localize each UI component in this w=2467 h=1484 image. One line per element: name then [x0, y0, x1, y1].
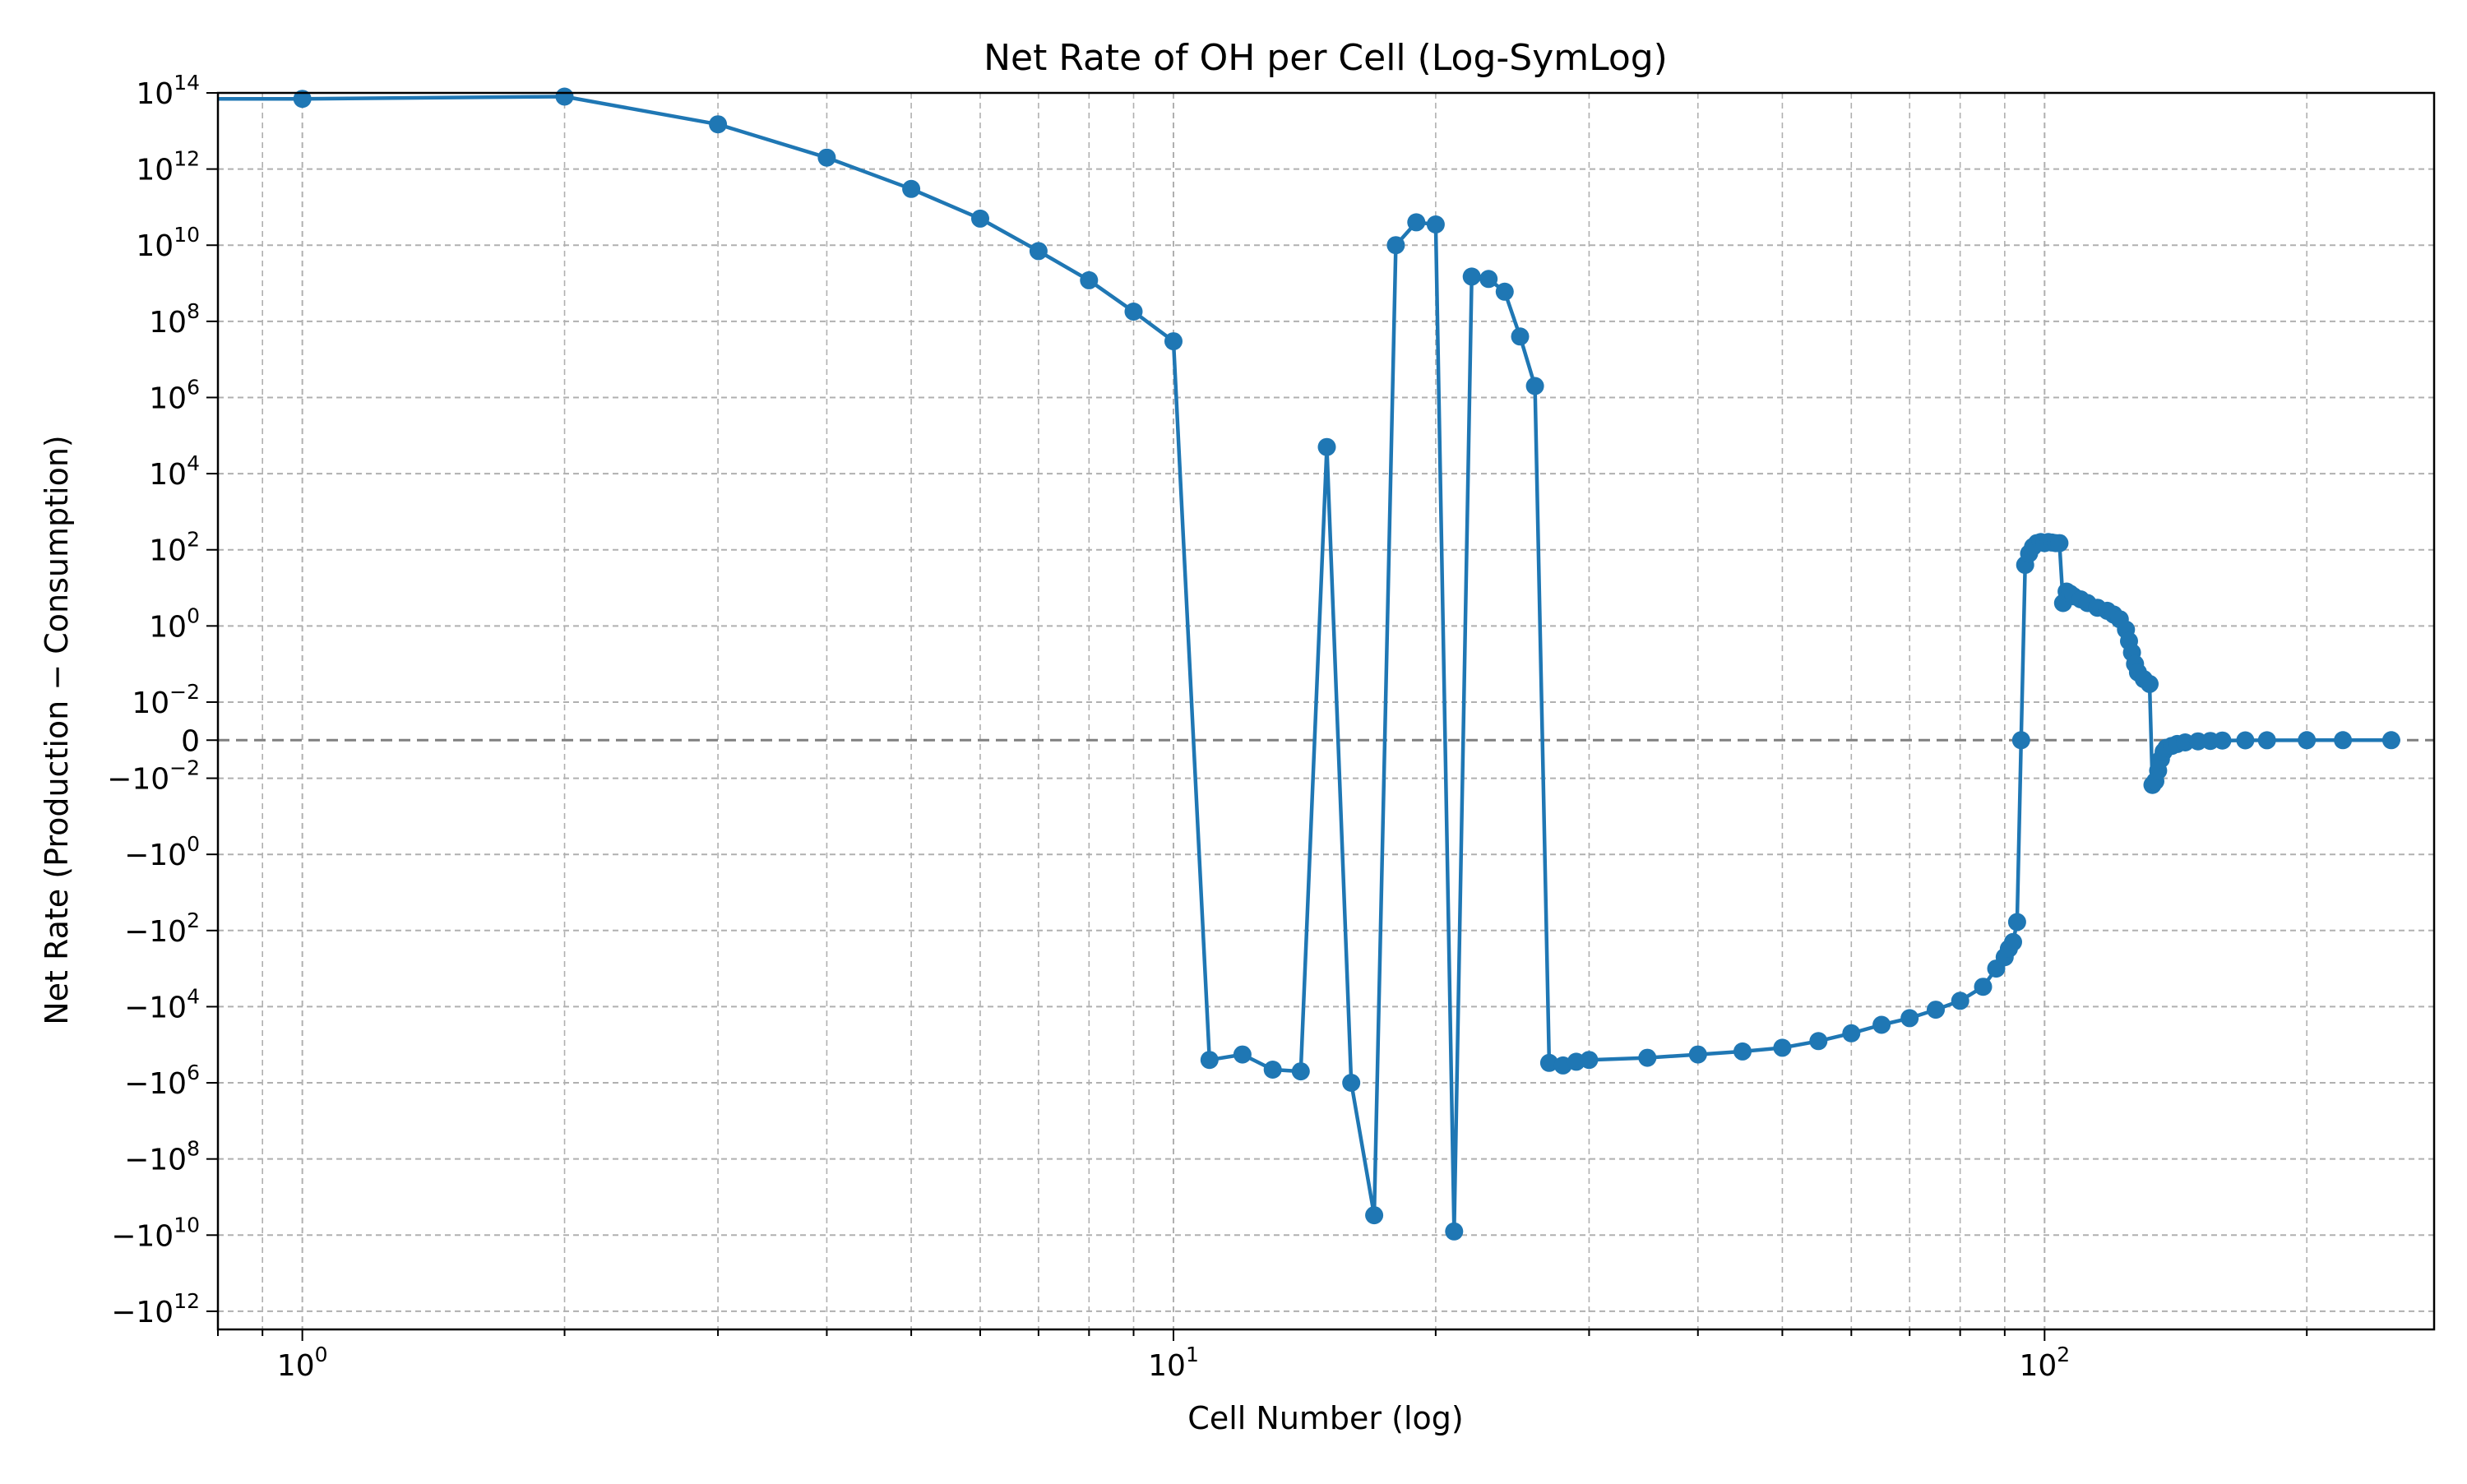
y-tick-label: 10−2 — [132, 680, 200, 720]
data-point — [709, 115, 728, 134]
y-tick-label: 102 — [149, 528, 200, 568]
data-point — [1580, 1051, 1599, 1070]
data-point — [1733, 1042, 1752, 1061]
y-tick-label: 100 — [149, 603, 200, 644]
data-point — [1164, 332, 1183, 351]
x-tick-label: 100 — [277, 1343, 328, 1383]
data-point — [1809, 1032, 1828, 1051]
x-axis-ticks: 100 101 102 — [217, 1329, 2308, 1383]
y-tick-label: −108 — [124, 1137, 200, 1177]
data-series — [218, 87, 2400, 1241]
y-axis-ticks: 1014 1012 1010 108 106 104 102 100 10−2 0−10−2 −10… — [107, 71, 218, 1329]
data-point — [2004, 932, 2022, 951]
plot-frame — [216, 91, 2436, 1331]
y-tick-label: 1012 — [136, 147, 200, 187]
data-point — [1342, 1074, 1361, 1092]
y-tick-label: −10−2 — [107, 756, 200, 797]
data-point — [1927, 1001, 1945, 1019]
data-point — [1386, 236, 1405, 255]
x-tick-label: 101 — [1148, 1343, 1199, 1383]
data-point — [2141, 674, 2159, 693]
data-point — [1263, 1061, 1282, 1079]
y-tick-label: −1010 — [111, 1213, 200, 1253]
data-point — [1900, 1009, 1919, 1028]
y-tick-label: 108 — [149, 299, 200, 340]
data-point — [1872, 1015, 1891, 1034]
data-point — [1974, 978, 1993, 996]
data-point — [1539, 1053, 1558, 1072]
y-tick-label: 0 — [181, 724, 200, 758]
data-point — [1445, 1222, 1464, 1241]
data-point — [1365, 1206, 1384, 1225]
y-tick-label: −100 — [124, 832, 200, 872]
x-axis-label: Cell Number (log) — [1187, 1400, 1463, 1436]
y-tick-label: 106 — [149, 375, 200, 415]
data-point — [1479, 270, 1498, 289]
data-point — [1317, 437, 1336, 456]
y-tick-label: 1010 — [136, 223, 200, 263]
data-point — [293, 90, 312, 109]
y-tick-label: −102 — [124, 908, 200, 949]
data-point — [971, 209, 989, 228]
data-point — [1291, 1062, 1310, 1081]
y-tick-label: 104 — [149, 451, 200, 492]
data-point — [1688, 1045, 1707, 1064]
data-point — [2257, 731, 2276, 750]
data-point — [2236, 731, 2255, 750]
data-point — [817, 148, 836, 167]
data-point — [1495, 282, 1514, 301]
data-point — [1426, 215, 1445, 233]
data-point — [1080, 270, 1099, 289]
data-point — [555, 87, 574, 106]
data-point — [2334, 731, 2353, 750]
data-point — [1842, 1024, 1861, 1042]
data-point — [1200, 1051, 1219, 1070]
y-axis-label: Net Rate (Production − Consumption) — [39, 435, 75, 1025]
data-point — [902, 179, 921, 198]
y-tick-label: −1012 — [111, 1289, 200, 1329]
data-point — [2007, 913, 2026, 932]
data-point — [2011, 731, 2030, 750]
data-point — [2213, 731, 2232, 750]
data-point — [1511, 327, 1530, 346]
data-point — [1638, 1048, 1657, 1067]
data-point — [2298, 731, 2317, 750]
x-tick-label: 102 — [2019, 1343, 2070, 1383]
y-tick-label: 1014 — [136, 71, 200, 111]
y-tick-label: −104 — [124, 984, 200, 1024]
data-point — [1124, 303, 1143, 321]
data-point — [1407, 213, 1426, 232]
data-point — [2381, 731, 2400, 750]
data-point — [1773, 1038, 1792, 1057]
data-point — [1233, 1045, 1252, 1064]
y-tick-label: −106 — [124, 1061, 200, 1101]
data-point — [2050, 534, 2069, 552]
data-point — [1029, 242, 1048, 261]
chart-title: Net Rate of OH per Cell (Log-SymLog) — [984, 37, 1668, 79]
data-point — [1951, 992, 1969, 1010]
data-point — [1462, 267, 1481, 286]
data-point — [1525, 377, 1544, 395]
